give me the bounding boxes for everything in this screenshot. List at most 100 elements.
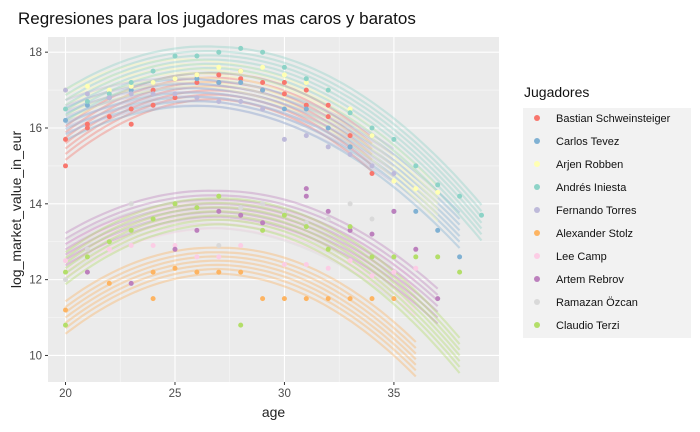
data-point [369, 296, 375, 302]
data-point [391, 171, 397, 176]
data-point [457, 254, 463, 260]
data-point [194, 76, 200, 82]
data-point [391, 178, 397, 184]
data-point [128, 106, 134, 112]
legend-label: Carlos Tevez [556, 136, 619, 148]
fit-line [64, 62, 483, 230]
data-point [84, 254, 90, 260]
data-point [106, 280, 112, 286]
data-point [172, 265, 178, 271]
data-point [216, 269, 222, 275]
data-point [106, 95, 112, 101]
fit-line [65, 90, 395, 167]
data-point [347, 110, 353, 116]
data-point [391, 254, 397, 260]
data-point [63, 106, 68, 112]
fit-line [64, 58, 483, 224]
data-point [63, 258, 68, 264]
data-point [128, 80, 134, 85]
data-point [325, 87, 331, 93]
fit-line [65, 86, 395, 162]
legend-key [534, 161, 540, 167]
data-point [303, 80, 309, 85]
fit-line [64, 227, 395, 302]
legend-label: Artem Rebrov [556, 274, 624, 286]
data-point [194, 205, 200, 211]
fit-line [65, 95, 395, 173]
data-point [194, 95, 200, 101]
data-point [457, 269, 463, 275]
data-point [194, 53, 200, 59]
data-point [281, 91, 287, 97]
fit-line [65, 91, 461, 232]
data-point [435, 296, 441, 302]
legend-key [534, 184, 540, 190]
data-point [238, 68, 244, 74]
data-point [172, 246, 178, 252]
data-point [172, 76, 178, 82]
x-tick-label: 20 [59, 388, 72, 400]
data-point [63, 322, 68, 328]
fit-line [64, 198, 439, 302]
data-point [325, 265, 331, 271]
fit-line [64, 206, 461, 351]
data-point [172, 201, 178, 207]
data-point [238, 45, 244, 51]
legend-title: Jugadores [524, 84, 589, 100]
fit-line [64, 222, 395, 296]
fit-line [64, 255, 417, 355]
data-point [106, 114, 112, 120]
data-point [369, 254, 375, 260]
fit-line [64, 251, 417, 349]
fit-line [65, 77, 395, 150]
chart-title: Regresiones para los jugadores mas caros… [18, 9, 416, 28]
data-point [281, 80, 287, 85]
data-point [347, 201, 353, 207]
data-point [303, 224, 309, 230]
data-point [128, 243, 134, 248]
fit-line [64, 218, 417, 306]
fit-line [65, 99, 395, 178]
fit-ribbon [64, 58, 439, 223]
fit-line [64, 209, 417, 294]
data-point [84, 99, 90, 104]
legend-item: Alexander Stolz [534, 228, 633, 240]
data-point [128, 280, 134, 286]
data-point [369, 231, 375, 237]
data-point [413, 265, 419, 271]
data-point [391, 269, 397, 275]
data-point [63, 117, 68, 123]
y-axis-title: log_market_value_in_eur [8, 131, 24, 289]
legend-label: Andrés Iniesta [556, 182, 627, 194]
data-point [172, 95, 178, 101]
x-tick-label: 30 [278, 388, 291, 400]
fit-line [65, 104, 461, 249]
legend-label: Claudio Terzi [556, 320, 619, 332]
data-point [413, 186, 419, 192]
fit-line [64, 201, 417, 283]
fit-line [65, 104, 395, 184]
data-point [260, 64, 266, 70]
fit-line [64, 93, 373, 167]
fit-line [64, 200, 395, 268]
data-point [347, 133, 353, 139]
data-point [391, 296, 397, 302]
data-point [216, 208, 222, 214]
data-point [106, 239, 112, 245]
data-point [369, 171, 375, 176]
fit-line [64, 54, 483, 218]
fit-line [64, 89, 373, 161]
data-point [63, 163, 68, 169]
fit-line [64, 85, 373, 156]
data-point [216, 64, 222, 70]
data-point [281, 64, 287, 70]
data-point [128, 121, 134, 127]
data-point [194, 269, 200, 275]
data-point [128, 91, 134, 97]
fit-line [65, 63, 439, 194]
y-tick-label: 14 [29, 199, 42, 211]
data-point [128, 87, 134, 93]
legend-label: Arjen Robben [556, 159, 623, 171]
fit-line [64, 76, 439, 211]
